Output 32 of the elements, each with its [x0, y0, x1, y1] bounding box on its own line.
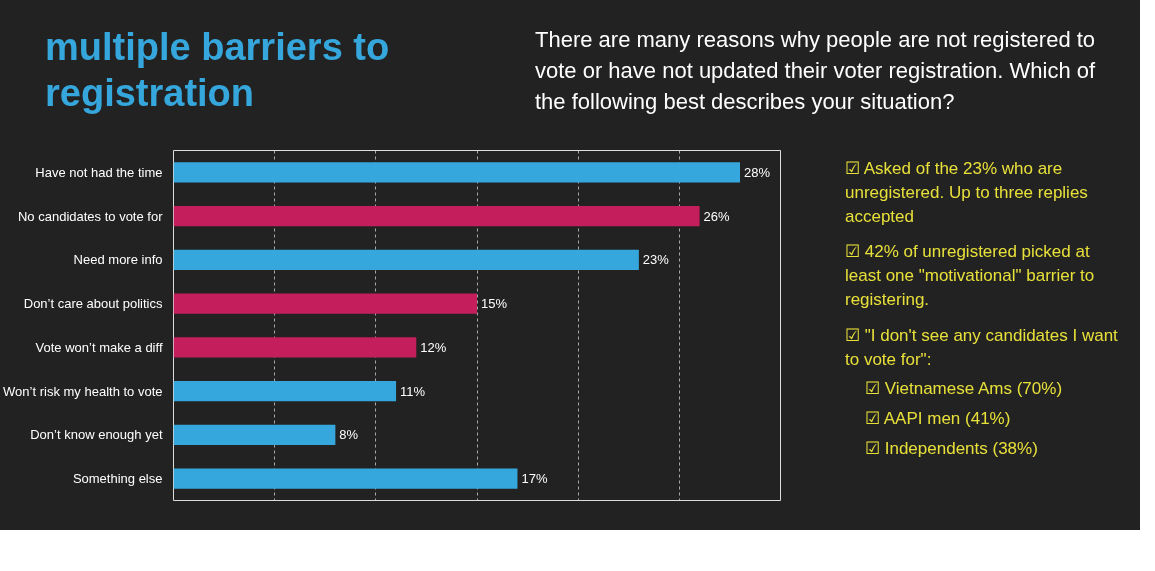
- bar: [173, 293, 477, 314]
- y-tick-label: Have not had the time: [35, 164, 163, 180]
- text: ☑ AAPI men (41%): [865, 408, 1012, 431]
- data-label: 17%: [521, 471, 548, 487]
- data-label: 15%: [481, 296, 508, 312]
- data-label: 12%: [420, 339, 447, 355]
- y-tick-label: No candidates to vote for: [17, 208, 164, 224]
- data-label: 11%: [400, 383, 426, 399]
- text: ☑ Independents (38%): [865, 437, 1039, 460]
- bar: [173, 249, 639, 270]
- text: ☑ 42% of unregistered picked at least one "motivational" barrier to registering.: [845, 241, 1096, 311]
- bar: [173, 162, 741, 183]
- bar: [173, 337, 417, 358]
- y-tick-label: Won’t risk my health to vote: [3, 383, 163, 399]
- bar: [173, 424, 336, 445]
- y-tick-label: Something else: [72, 471, 163, 487]
- text: ☑ Vietnamese Ams (70%): [865, 378, 1064, 401]
- text: ☑ "I don't see any candidates I want to vote for":: [845, 324, 1119, 371]
- text: ☑ Asked of the 23% who are unregistered. Up to three replies accepted: [845, 158, 1089, 228]
- data-label: 8%: [339, 427, 359, 443]
- data-label: 26%: [703, 208, 731, 224]
- bar: [173, 206, 700, 227]
- chart-subtitle: There are many reasons why people are not registered to vote or have not updated their voter registration. Which of the following best describes your situation?: [535, 26, 1097, 116]
- y-tick-label: Vote won’t make a diff: [35, 339, 163, 355]
- y-tick-label: Don’t know enough yet: [30, 427, 163, 443]
- data-label: 28%: [744, 164, 771, 180]
- y-tick-label: Don’t care about politics: [23, 296, 163, 312]
- bar: [173, 468, 518, 489]
- chart-title: multiple barriers to registration: [45, 25, 391, 116]
- y-tick-label: Need more info: [73, 252, 163, 268]
- bar: [173, 381, 397, 402]
- data-label: 23%: [642, 252, 670, 268]
